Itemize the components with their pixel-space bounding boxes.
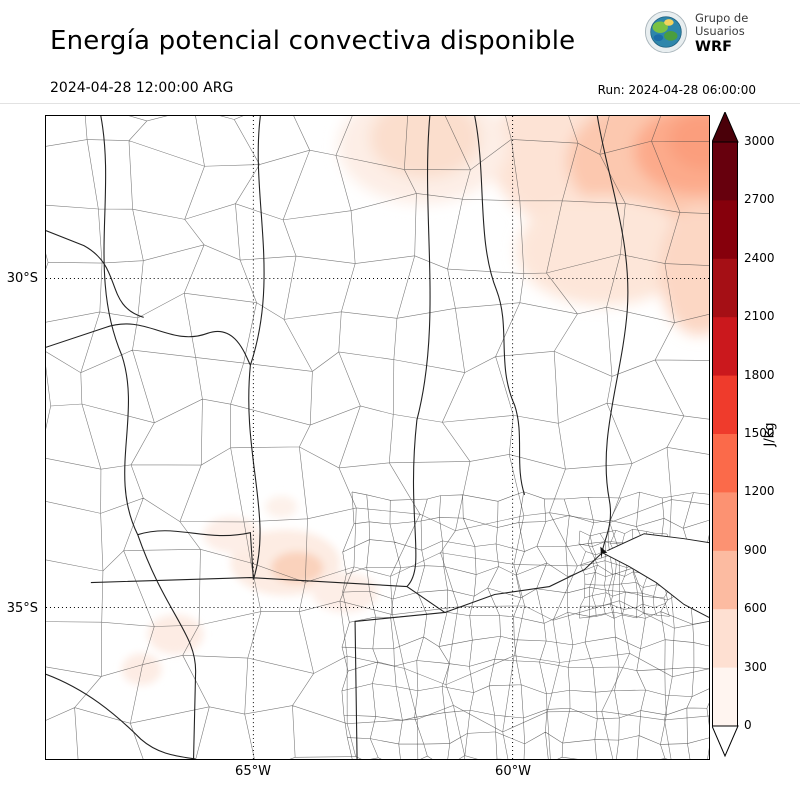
lon-label-65w: 65°W bbox=[235, 764, 271, 779]
rio-de-la-plata bbox=[602, 533, 709, 618]
logo-line3: WRF bbox=[695, 39, 733, 56]
cape-shading-south-patches bbox=[121, 495, 378, 686]
colorbar-tick: 3000 bbox=[744, 134, 775, 148]
colorbar-tick: 1500 bbox=[744, 426, 775, 440]
graticule bbox=[46, 116, 709, 759]
lat-label-30s: 30°S bbox=[6, 271, 38, 286]
province-boundaries bbox=[46, 116, 629, 759]
colorbar-tick-labels: 0 300 600 900 1200 1500 1800 2100 2400 2700 3000 bbox=[744, 112, 792, 772]
colorbar-tick: 2100 bbox=[744, 309, 775, 324]
colorbar-tick: 0 bbox=[744, 718, 752, 732]
map-svg bbox=[46, 116, 709, 759]
logo-line2: Usuarios bbox=[695, 24, 745, 39]
colorbar-tick: 2400 bbox=[744, 250, 775, 265]
run-timestamp: Run: 2024-04-28 06:00:00 bbox=[597, 83, 756, 97]
logo-line1: Grupo de bbox=[695, 10, 749, 25]
coastline bbox=[602, 533, 709, 618]
colorbar-tick: 2700 bbox=[744, 192, 775, 207]
lat-label-35s: 35°S bbox=[6, 601, 38, 616]
cape-shading-northeast bbox=[338, 116, 709, 336]
department-boundaries bbox=[46, 116, 709, 759]
page-title: Energía potencial convectiva disponible bbox=[50, 26, 576, 56]
colorbar-tick: 1800 bbox=[744, 367, 775, 382]
city-marker bbox=[600, 546, 608, 559]
wrf-logo: Grupo de Usuarios WRF bbox=[644, 10, 748, 58]
colorbar-tick: 1200 bbox=[744, 484, 775, 499]
map-canvas bbox=[45, 115, 710, 760]
colorbar-tick: 900 bbox=[744, 542, 767, 557]
valid-time: 2024-04-28 12:00:00 ARG bbox=[50, 80, 234, 96]
buenosaires-partidos-boundaries bbox=[341, 491, 709, 759]
colorbar-tick: 600 bbox=[744, 601, 767, 616]
colorbar-unit-label: J/kg bbox=[762, 422, 778, 447]
logo-text: Grupo de Usuarios WRF bbox=[695, 10, 749, 57]
colorbar-tick: 300 bbox=[744, 659, 767, 674]
globe-icon bbox=[644, 10, 688, 58]
colorbar bbox=[711, 110, 739, 762]
lon-label-60w: 60°W bbox=[495, 764, 531, 779]
header-divider bbox=[0, 103, 800, 104]
